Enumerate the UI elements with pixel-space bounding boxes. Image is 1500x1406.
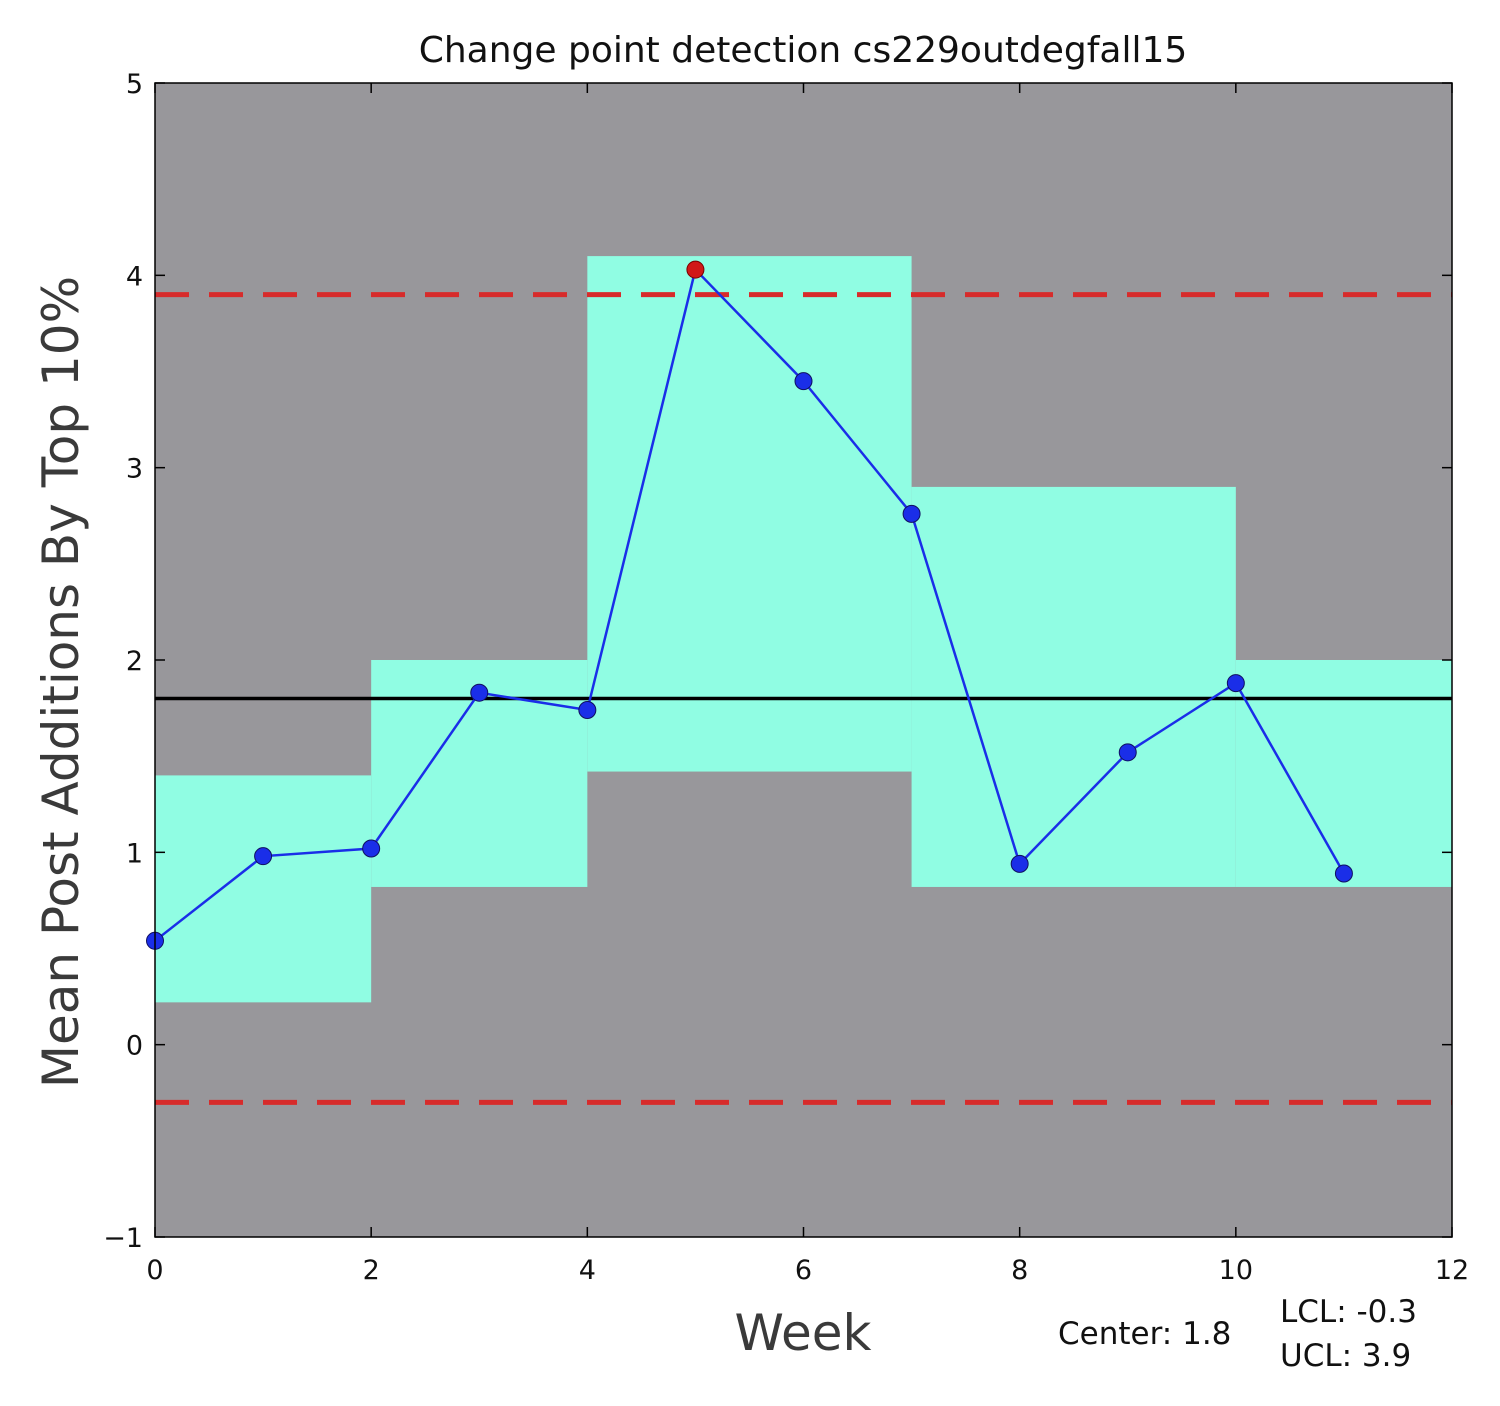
y-axis-label: Mean Post Additions By Top 10% bbox=[32, 276, 90, 1088]
chart-title: Change point detection cs229outdegfall15 bbox=[419, 30, 1188, 71]
data-point bbox=[578, 701, 597, 720]
y-tick-label: 4 bbox=[126, 261, 143, 292]
x-tick-label: 12 bbox=[1435, 1255, 1469, 1286]
data-point bbox=[902, 504, 921, 523]
x-tick-label: 0 bbox=[146, 1255, 163, 1286]
x-tick-label: 10 bbox=[1219, 1255, 1253, 1286]
out-of-control-point bbox=[686, 260, 705, 279]
x-tick-label: 4 bbox=[579, 1255, 596, 1286]
data-point bbox=[1334, 864, 1353, 883]
data-point bbox=[1226, 674, 1245, 693]
ucl-annotation: UCL: 3.9 bbox=[1280, 1338, 1411, 1374]
data-point bbox=[1010, 854, 1029, 873]
y-tick-label: 1 bbox=[126, 838, 143, 869]
data-point bbox=[254, 847, 273, 866]
center-annotation: Center: 1.8 bbox=[1058, 1316, 1231, 1352]
segment-band-2 bbox=[587, 256, 912, 772]
x-tick-label: 6 bbox=[795, 1255, 812, 1286]
x-tick-label: 2 bbox=[363, 1255, 380, 1286]
lcl-annotation: LCL: -0.3 bbox=[1280, 1294, 1417, 1330]
data-point bbox=[794, 372, 813, 391]
y-tick-label: −1 bbox=[103, 1223, 143, 1254]
y-tick-label: 0 bbox=[126, 1031, 143, 1062]
segment-band-0 bbox=[155, 775, 372, 1003]
x-axis-label: Week bbox=[735, 1304, 872, 1362]
data-series bbox=[146, 260, 1353, 950]
y-tick-label: 3 bbox=[126, 454, 143, 485]
data-point bbox=[362, 839, 381, 858]
y-tick-label: 2 bbox=[126, 646, 143, 677]
segment-band-4 bbox=[1235, 660, 1452, 887]
control-limits bbox=[155, 292, 1452, 1105]
y-tick-label: 5 bbox=[126, 69, 143, 100]
x-tick-label: 8 bbox=[1011, 1255, 1028, 1286]
segment-band-3 bbox=[911, 486, 1236, 887]
data-point bbox=[470, 683, 489, 702]
data-point bbox=[1118, 743, 1137, 762]
series-line bbox=[154, 267, 1346, 942]
